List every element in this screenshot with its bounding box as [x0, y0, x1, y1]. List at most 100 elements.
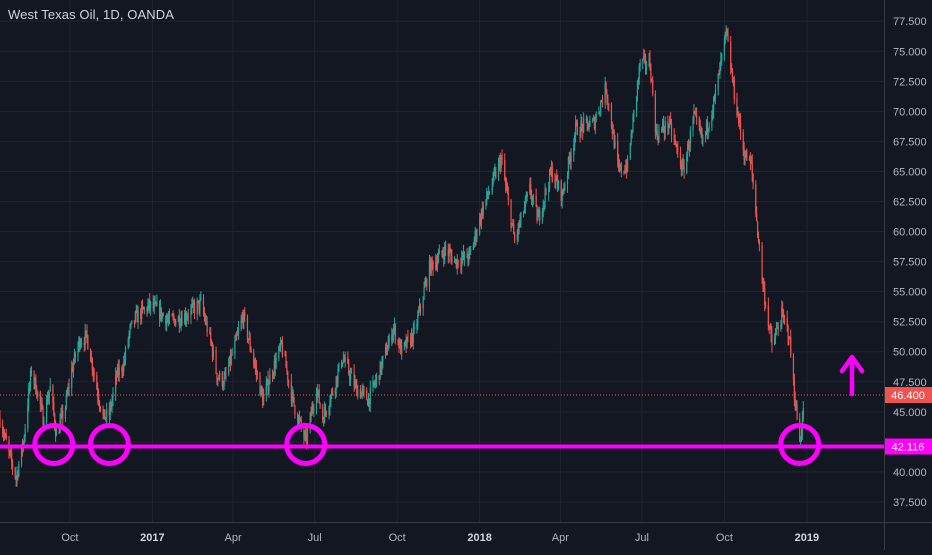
candle-body — [217, 378, 219, 382]
candle-body — [150, 302, 152, 308]
candle-body — [173, 316, 175, 320]
candle-body — [605, 83, 607, 93]
candle-body — [60, 414, 62, 421]
candle-body — [756, 221, 759, 236]
candle-body — [385, 347, 388, 355]
candle-body — [122, 371, 124, 373]
candle-body — [211, 344, 214, 357]
candle-body — [436, 261, 438, 267]
candle-body — [115, 374, 117, 393]
candle-body — [306, 434, 308, 442]
candle-body — [730, 41, 732, 70]
candle-body — [112, 392, 114, 400]
candle-body — [618, 166, 621, 169]
candle-body — [116, 366, 119, 377]
candle-body — [695, 113, 697, 115]
x-tick-label: 2019 — [795, 532, 819, 544]
candle-body — [386, 350, 388, 355]
candle-body — [790, 337, 792, 356]
candle-body — [256, 373, 258, 375]
candle-body — [133, 320, 136, 322]
candle-body — [448, 250, 450, 256]
candle-body — [782, 312, 785, 318]
candle-body — [630, 133, 632, 144]
candle-body — [723, 37, 726, 54]
candle-body — [461, 258, 463, 267]
candle-body — [537, 216, 539, 221]
candle-body — [312, 407, 314, 410]
candle-body — [379, 362, 381, 380]
x-tick-label: Oct — [61, 532, 78, 544]
candle-body — [288, 380, 290, 382]
candle-body — [661, 128, 663, 131]
candle-body — [359, 389, 362, 398]
candle-body — [595, 113, 597, 121]
candle-body — [160, 307, 162, 319]
candle-body — [492, 173, 494, 185]
candle-body — [494, 171, 496, 173]
candle-body — [661, 123, 664, 129]
candle-body — [731, 71, 734, 82]
candle-body — [412, 328, 414, 343]
candle-body — [65, 394, 67, 408]
candle-body — [55, 432, 58, 437]
current-price-label: 46.400 — [891, 390, 925, 402]
candle-body — [676, 144, 678, 148]
candle-body — [2, 433, 5, 435]
candle-body — [293, 396, 295, 406]
candle-body — [727, 35, 729, 42]
candle-body — [249, 337, 251, 349]
candle-body — [332, 390, 334, 394]
candle-body — [554, 180, 556, 184]
candle-body — [311, 407, 313, 416]
candle-body — [399, 341, 401, 348]
candle-body — [593, 118, 596, 129]
candle-body — [14, 467, 16, 478]
candle-body — [109, 404, 111, 416]
candle-body — [764, 288, 766, 305]
candle-body — [520, 212, 522, 221]
candle-body — [255, 366, 258, 374]
candle-body — [77, 346, 79, 358]
current-price-badge — [885, 387, 932, 404]
candle-body — [481, 209, 483, 216]
candle-body — [738, 113, 740, 124]
candles — [0, 25, 804, 487]
candle-body — [271, 374, 274, 376]
candle-body — [564, 184, 566, 190]
annotations — [32, 354, 865, 467]
candle-body — [48, 391, 50, 398]
x-tick-label: Oct — [389, 532, 406, 544]
candle-body — [479, 216, 481, 234]
candle-body — [67, 386, 69, 394]
y-tick-label: 40.000 — [893, 467, 927, 479]
candle-body — [103, 409, 105, 416]
candle-body — [66, 393, 68, 395]
y-tick-label: 65.000 — [893, 166, 927, 178]
candle-body — [297, 414, 299, 423]
candle-body — [570, 154, 572, 163]
candle-body — [337, 369, 339, 383]
candle-body — [799, 419, 801, 442]
candle-body — [745, 150, 747, 158]
candle-body — [456, 259, 458, 268]
candle-body — [788, 338, 790, 340]
candle-body — [629, 143, 631, 158]
candle-body — [739, 119, 741, 124]
candle-body — [187, 316, 189, 318]
candle-body — [392, 327, 395, 335]
candle-body — [262, 393, 264, 406]
candle-body — [670, 118, 672, 123]
candle-body — [190, 308, 192, 317]
candle-body — [340, 362, 343, 366]
x-tick-label: 2018 — [467, 532, 491, 544]
candle-body — [683, 166, 685, 174]
candle-body — [193, 302, 195, 306]
candle-body — [285, 355, 287, 368]
candle-body — [530, 183, 532, 196]
candle-body — [549, 170, 552, 174]
candle-body — [441, 250, 443, 254]
candle-body — [260, 386, 262, 396]
candle-body — [466, 252, 468, 259]
candle-body — [426, 279, 428, 287]
